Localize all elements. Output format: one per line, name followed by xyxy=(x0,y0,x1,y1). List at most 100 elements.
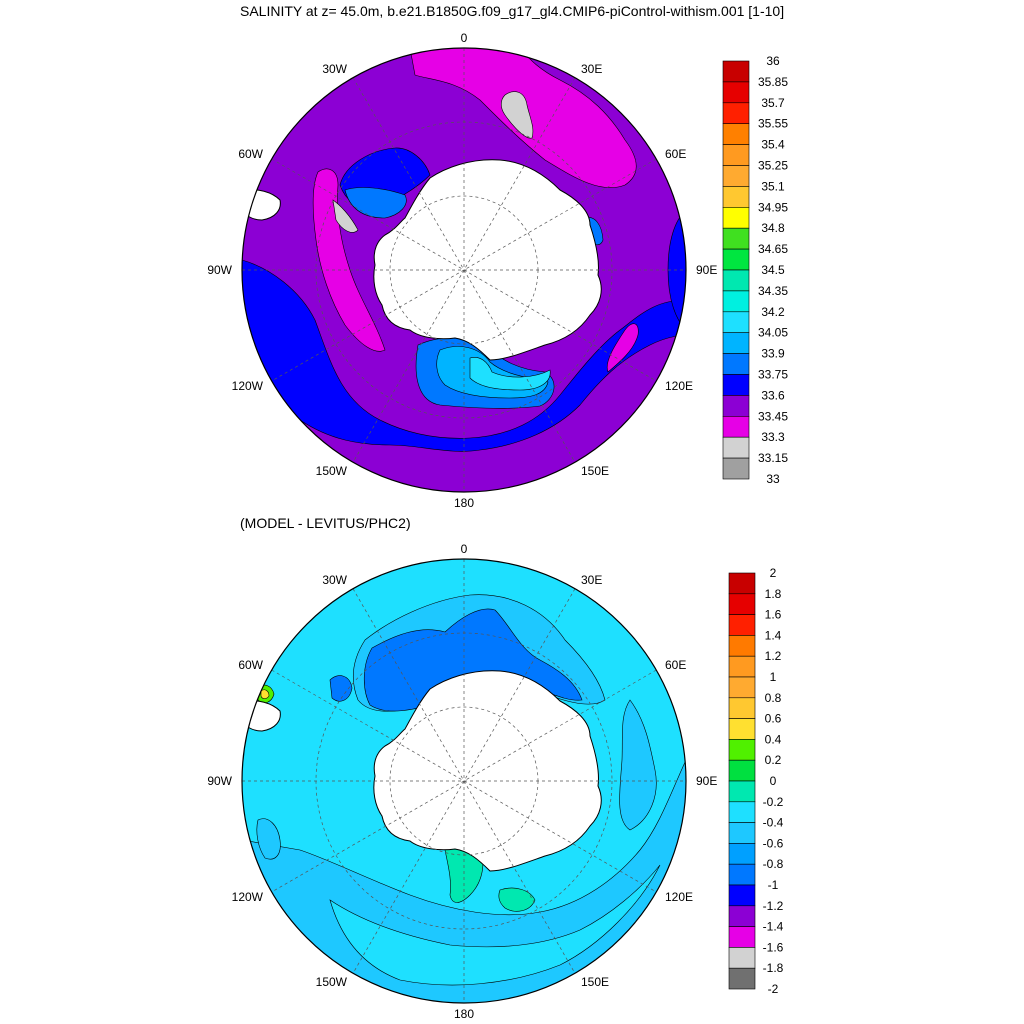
salinity-region-34.2-ross xyxy=(469,357,551,391)
difference-longitude-labels: 0 30E 60E 90E 120E 150E 180 150W 120W 90… xyxy=(207,542,717,1021)
lon-label: 30E xyxy=(581,573,602,587)
lon-label: 150E xyxy=(581,464,609,478)
lon-label: 150E xyxy=(581,975,609,989)
colorbar-label: 34.05 xyxy=(758,326,788,340)
colorbar-label: 34.65 xyxy=(758,242,788,256)
colorbar-swatch xyxy=(728,655,756,678)
antarctica-land-lower xyxy=(373,670,602,872)
colorbar-label: -0.2 xyxy=(763,795,784,809)
colorbar-swatch xyxy=(728,614,756,636)
colorbar-swatch xyxy=(722,457,750,480)
lon-label: 60W xyxy=(238,147,263,161)
salinity-map-border xyxy=(241,47,687,493)
colorbar-label: 33.9 xyxy=(761,347,785,361)
difference-region-minus0.4-south xyxy=(329,864,661,986)
difference-colorbar: 2 1.8 1.6 1.4 1.2 1 0.8 0.6 0.4 0.2 0 -0.2 -0.4 -0.6 -… xyxy=(728,566,784,996)
colorbar-label: 33.45 xyxy=(758,409,788,423)
colorbar-swatch xyxy=(728,697,756,719)
colorbar-label: 0 xyxy=(770,774,777,788)
colorbar-label: -0.4 xyxy=(763,816,784,830)
colorbar-label: 34.35 xyxy=(758,284,788,298)
salinity-colorbar: 36 35.85 35.7 35.55 35.4 35.25 35.1 34.95 34.8 34… xyxy=(722,54,788,486)
colorbar-swatch xyxy=(728,593,756,615)
colorbar-label: -2 xyxy=(768,982,779,996)
colorbar-swatch xyxy=(728,572,756,595)
colorbar-swatch xyxy=(728,780,756,803)
colorbar-label: 0.4 xyxy=(765,732,782,746)
lon-label: 120E xyxy=(665,379,693,393)
colorbar-label: 35.55 xyxy=(758,117,788,131)
lon-label: 120W xyxy=(232,379,264,393)
colorbar-swatch xyxy=(722,227,750,250)
colorbar-swatch xyxy=(722,207,750,229)
colorbar-swatch xyxy=(728,843,756,865)
colorbar-swatch xyxy=(728,905,756,927)
lon-label: 180 xyxy=(454,496,474,510)
colorbar-label: -1.8 xyxy=(763,961,784,975)
colorbar-label: 33 xyxy=(766,472,780,486)
colorbar-label: 35.25 xyxy=(758,159,788,173)
colorbar-label: 0.8 xyxy=(765,691,782,705)
colorbar-swatch xyxy=(728,801,756,823)
colorbar-swatch xyxy=(722,165,750,187)
colorbar-swatch xyxy=(722,395,750,417)
lon-label: 90W xyxy=(207,774,232,788)
colorbar-swatch xyxy=(728,718,756,740)
colorbar-swatch xyxy=(722,311,750,333)
colorbar-label: -0.8 xyxy=(763,857,784,871)
colorbar-label: 36 xyxy=(766,54,780,68)
colorbar-swatch xyxy=(728,676,756,699)
colorbar-swatch xyxy=(722,353,750,375)
lon-label: 0 xyxy=(461,542,468,556)
lon-label: 60W xyxy=(238,658,263,672)
difference-map-border xyxy=(241,558,687,1004)
colorbar-swatch xyxy=(722,374,750,396)
colorbar-swatch xyxy=(722,102,750,125)
colorbar-label: 33.3 xyxy=(761,430,785,444)
colorbar-label: 33.6 xyxy=(761,388,785,402)
salinity-graticule xyxy=(242,48,686,492)
difference-region-minus0.8-small xyxy=(329,675,353,702)
colorbar-label: -1.4 xyxy=(763,920,784,934)
lon-label: 60E xyxy=(665,658,686,672)
difference-graticule xyxy=(242,559,686,1003)
colorbar-label: 34.8 xyxy=(761,221,785,235)
colorbar-swatch xyxy=(722,144,750,166)
colorbar-swatch xyxy=(728,967,756,990)
colorbar-label: -1.2 xyxy=(763,899,784,913)
colorbar-label: 35.1 xyxy=(761,179,785,193)
lon-label: 0 xyxy=(461,31,468,45)
colorbar-swatch xyxy=(722,332,750,354)
lon-label: 30W xyxy=(322,573,347,587)
lon-label: 120E xyxy=(665,890,693,904)
salinity-longitude-labels: 0 30E 60E 90E 120E 150E 180 150W 120W 90… xyxy=(207,31,717,510)
salinity-polar-map: 0 30E 60E 90E 120E 150E 180 150W 120W 90… xyxy=(207,31,788,510)
colorbar-label: -0.6 xyxy=(763,836,784,850)
colorbar-swatch xyxy=(728,926,756,948)
colorbar-swatch xyxy=(722,415,750,438)
colorbar-label: -1.6 xyxy=(763,940,784,954)
lon-label: 150W xyxy=(316,464,348,478)
difference-region-minus0.2-east xyxy=(498,887,536,912)
salinity-map-title: SALINITY at z= 45.0m, b.e21.B1850G.f09_g… xyxy=(240,3,785,19)
colorbar-label: -1 xyxy=(768,878,779,892)
difference-region-minus0.6-east xyxy=(619,699,657,831)
colorbar-label: 35.85 xyxy=(758,75,788,89)
colorbar-swatch xyxy=(722,248,750,271)
colorbar-label: 0.2 xyxy=(765,753,782,767)
lon-label: 120W xyxy=(232,890,264,904)
lon-label: 180 xyxy=(454,1007,474,1021)
salinity-region-33.45-east xyxy=(606,323,639,373)
colorbar-label: 33.75 xyxy=(758,368,788,382)
colorbar-swatch xyxy=(722,81,750,104)
difference-map-title: (MODEL - LEVITUS/PHC2) xyxy=(240,515,411,531)
colorbar-label: 1.6 xyxy=(765,608,782,622)
colorbar-label: 1.8 xyxy=(765,587,782,601)
difference-polar-map: 0 30E 60E 90E 120E 150E 180 150W 120W 90… xyxy=(207,542,783,1021)
colorbar-swatch xyxy=(728,863,756,886)
colorbar-swatch xyxy=(722,436,750,459)
colorbar-label: 34.95 xyxy=(758,200,788,214)
colorbar-label: 34.5 xyxy=(761,263,785,277)
lon-label: 30E xyxy=(581,62,602,76)
